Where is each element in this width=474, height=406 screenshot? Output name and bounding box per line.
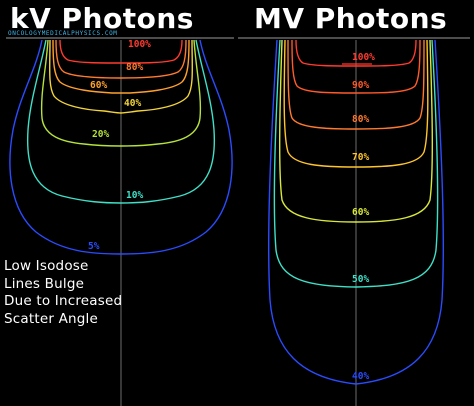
kv-isodose-100: [59, 39, 183, 64]
mv-label-50: 50%: [352, 274, 369, 285]
mv-isodose-40: [267, 39, 445, 385]
kv-isodose-80: [55, 39, 187, 79]
kv-label-100: 100%: [128, 39, 151, 50]
mv-isodose-60: [279, 39, 433, 223]
note-line-2: Lines Bulge: [4, 275, 85, 292]
mv-isodose-80: [287, 39, 425, 130]
kv-label-10: 10%: [126, 190, 143, 201]
mv-isodose-50: [273, 39, 439, 288]
kv-label-5: 5%: [88, 241, 100, 252]
kv-isodose-40: [48, 39, 194, 114]
mv-isodose-90: [291, 39, 421, 94]
source-watermark: ONCOLOGYMEDICALPHYSICS.COM: [8, 30, 118, 37]
note-line-4: Scatter Angle: [4, 310, 99, 327]
mv-isodose-70: [283, 39, 429, 168]
kv-label-60: 60%: [90, 80, 107, 91]
mv-label-100: 100%: [352, 52, 375, 63]
mv-label-60: 60%: [352, 207, 369, 218]
mv-label-80: 80%: [352, 114, 369, 125]
mv-label-90: 90%: [352, 80, 369, 91]
kv-label-40: 40%: [124, 98, 141, 109]
kv-isodose-60: [52, 39, 190, 94]
kv-isodose-5: [9, 39, 233, 255]
mv-isodose-100: [295, 39, 417, 67]
mv-label-70: 70%: [352, 152, 369, 163]
note-line-1: Low Isodose: [4, 258, 89, 274]
kv-isodose-10: [26, 39, 216, 204]
note-line-3: Due to Increased: [4, 293, 123, 309]
kv-label-20: 20%: [92, 129, 109, 140]
kv-isodose-20: [40, 39, 202, 147]
kv-label-80: 80%: [126, 62, 143, 73]
scatter-note: Low Isodose Lines Bulge Due to Increased…: [4, 258, 122, 328]
kv-photons-title: kV Photons: [10, 2, 194, 35]
mv-label-40: 40%: [352, 371, 369, 382]
mv-photons-title: MV Photons: [254, 2, 448, 35]
